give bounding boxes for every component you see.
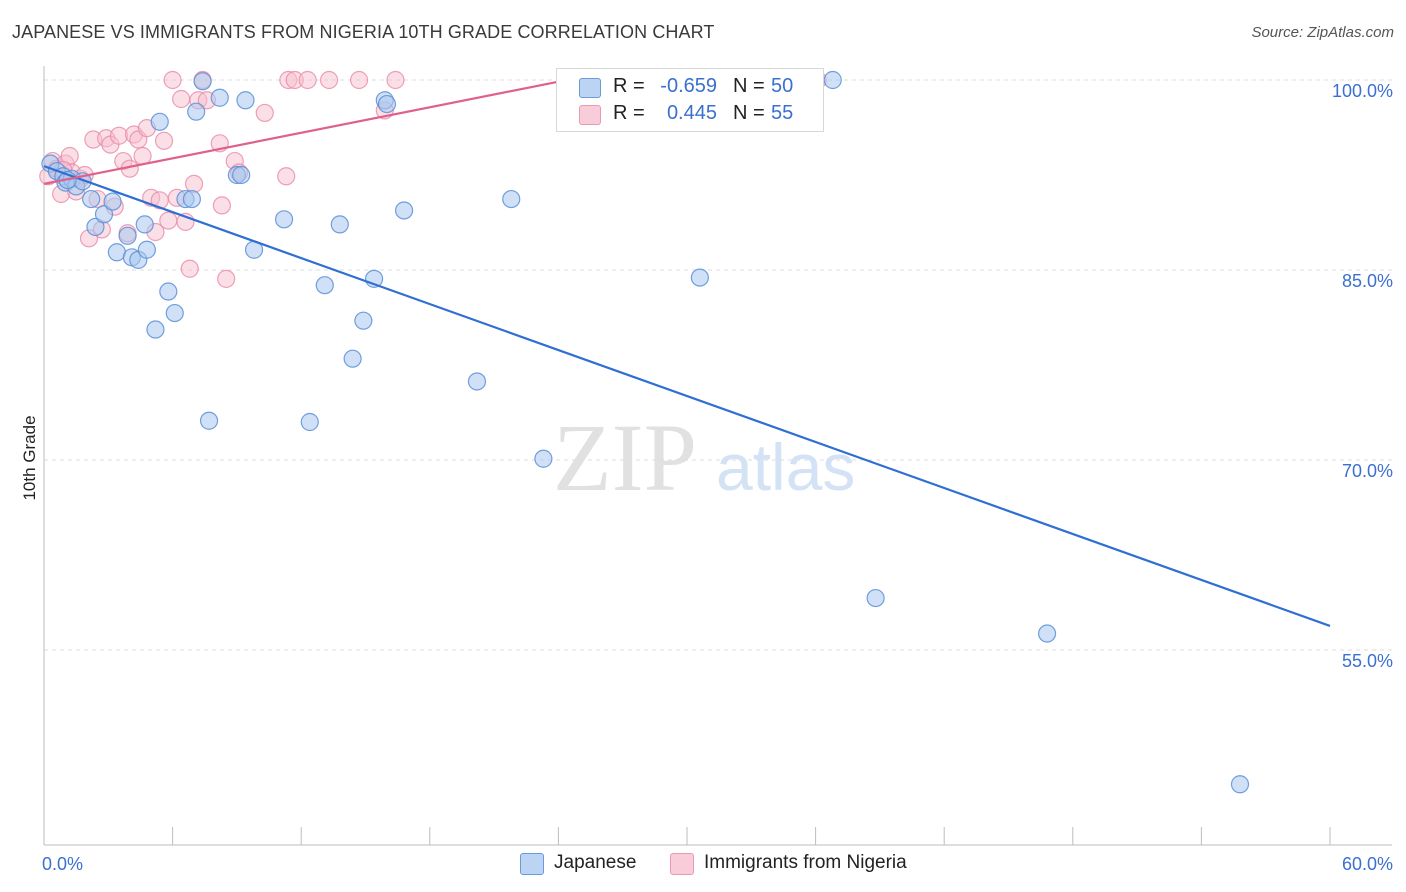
- grid-lines: [44, 79, 1392, 651]
- legend-r-label: R =: [613, 102, 645, 124]
- japanese-point: [330, 215, 349, 234]
- japanese-point: [690, 268, 709, 287]
- nigeria-point: [180, 259, 199, 278]
- watermark-zip: ZIP: [553, 404, 697, 511]
- nigeria-point: [184, 174, 204, 193]
- legend-r-value-nigeria: 0.445: [666, 102, 717, 124]
- y-tick-label: 100.0%: [1332, 81, 1393, 101]
- japanese-point: [146, 320, 165, 339]
- watermark: ZIP atlas: [553, 404, 855, 511]
- nigeria-point: [172, 89, 191, 109]
- japanese-point: [82, 189, 101, 209]
- nigeria-point: [133, 146, 152, 166]
- japanese-point: [232, 165, 251, 185]
- legend-row-nigeria: R = 0.445 N = 55: [557, 102, 823, 128]
- japanese-point: [343, 349, 362, 368]
- japanese-point: [354, 311, 373, 330]
- nigeria-point: [319, 70, 339, 90]
- legend-r-label: R =: [613, 75, 645, 97]
- chart-title: JAPANESE VS IMMIGRANTS FROM NIGERIA 10TH…: [12, 22, 715, 42]
- japanese-swatch: [579, 78, 601, 98]
- japanese-point: [467, 372, 487, 391]
- x-tick-label: 0.0%: [42, 854, 83, 874]
- x-tick-label: 60.0%: [1342, 854, 1393, 874]
- watermark-atlas: atlas: [716, 430, 855, 504]
- nigeria-point: [154, 131, 174, 150]
- japanese-point: [1230, 775, 1250, 794]
- axes: [43, 66, 1392, 846]
- nigeria-point: [159, 211, 178, 230]
- nigeria-point: [298, 70, 317, 90]
- series-legend: Japanese Immigrants from Nigeria: [0, 852, 1406, 878]
- nigeria-point: [255, 103, 274, 123]
- y-tick-label: 85.0%: [1342, 271, 1393, 291]
- nigeria-point: [163, 70, 182, 90]
- correlation-legend: R = -0.659 N = 50 R = 0.445 N = 55: [556, 68, 824, 132]
- japanese-point: [159, 282, 178, 301]
- legend-n-label: N =: [733, 102, 765, 124]
- japanese-legend-swatch: [520, 853, 544, 875]
- trend-lines: [43, 76, 1331, 627]
- japanese-point: [103, 192, 122, 211]
- tick-labels: 100.0% 85.0% 70.0% 55.0% 0.0% 60.0%: [42, 81, 1393, 874]
- japanese-trend-line: [43, 165, 1331, 627]
- nigeria-legend-swatch: [670, 853, 694, 875]
- japanese-legend-label: Japanese: [554, 852, 637, 873]
- japanese-point: [300, 412, 319, 432]
- legend-n-value-nigeria: 55: [771, 102, 794, 124]
- japanese-point: [182, 189, 201, 209]
- nigeria-point: [109, 126, 129, 145]
- source-credit: Source: ZipAtlas.com: [1251, 24, 1394, 41]
- japanese-point: [377, 94, 397, 114]
- nigeria-point: [212, 196, 231, 215]
- japanese-point: [193, 72, 212, 91]
- legend-n-value-japanese: 50: [771, 75, 794, 97]
- nigeria-swatch: [579, 105, 601, 125]
- legend-row-japanese: R = -0.659 N = 50: [557, 75, 823, 101]
- y-tick-label: 55.0%: [1342, 651, 1393, 671]
- japanese-point: [823, 70, 842, 90]
- japanese-point: [274, 210, 294, 229]
- legend-r-value-japanese: -0.659: [660, 75, 717, 97]
- japanese-point: [199, 411, 219, 430]
- japanese-point: [94, 205, 114, 224]
- legend-n-label: N =: [733, 75, 765, 97]
- japanese-point: [150, 112, 169, 131]
- japanese-point: [137, 240, 156, 259]
- japanese-point: [315, 276, 334, 295]
- japanese-point: [118, 226, 137, 245]
- nigeria-legend-label: Immigrants from Nigeria: [704, 852, 907, 873]
- nigeria-point: [349, 70, 369, 90]
- japanese-point: [1037, 624, 1057, 643]
- japanese-point: [187, 102, 206, 121]
- nigeria-trend-line: [43, 76, 581, 185]
- japanese-point: [86, 217, 105, 237]
- japanese-point: [165, 303, 184, 323]
- nigeria-point: [217, 269, 236, 288]
- nigeria-point: [386, 70, 405, 90]
- nigeria-point: [277, 167, 296, 186]
- japanese-point: [534, 449, 553, 468]
- japanese-point: [394, 201, 414, 220]
- japanese-point: [866, 588, 885, 608]
- japanese-point: [236, 91, 255, 110]
- japanese-point: [135, 215, 154, 234]
- japanese-point: [210, 88, 229, 107]
- japanese-point: [502, 189, 521, 209]
- y-tick-label: 70.0%: [1342, 461, 1393, 481]
